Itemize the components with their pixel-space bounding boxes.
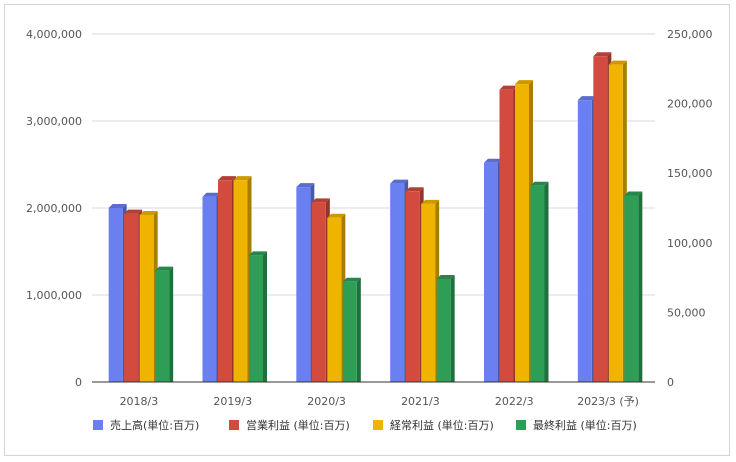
y-left-tick-label: 2,000,000 — [26, 202, 82, 215]
legend-swatch[interactable] — [93, 420, 103, 430]
bar-side — [169, 266, 174, 382]
bar-side — [638, 191, 643, 382]
bar[interactable] — [327, 217, 342, 382]
bar-top — [624, 191, 643, 196]
bar[interactable] — [139, 214, 154, 382]
y-left-tick-label: 1,000,000 — [26, 289, 82, 302]
bar-top — [155, 266, 174, 271]
legend-swatch[interactable] — [516, 420, 526, 430]
bar-top — [405, 187, 424, 192]
bar[interactable] — [405, 191, 420, 382]
bar-top — [218, 176, 236, 181]
bar[interactable] — [499, 89, 514, 383]
bar[interactable] — [311, 202, 326, 382]
bar-top — [608, 60, 627, 65]
x-tick-label: 2023/3 (予) — [577, 395, 639, 408]
bar[interactable] — [390, 183, 405, 382]
bar-top — [108, 204, 127, 208]
bar-side — [544, 181, 549, 382]
y-left-tick-label: 0 — [75, 376, 82, 389]
x-tick-label: 2020/3 — [307, 395, 346, 408]
bar[interactable] — [233, 180, 248, 382]
chart-frame: 0 1,000,000 2,000,000 3,000,000 4,000,000 0 50… — [4, 4, 730, 456]
y-left-tick-label: 4,000,000 — [26, 28, 82, 41]
bar[interactable] — [624, 195, 639, 382]
bar-top — [436, 274, 455, 279]
bar[interactable] — [484, 162, 498, 382]
bar[interactable] — [155, 270, 170, 382]
bar[interactable] — [218, 180, 232, 382]
bar[interactable] — [296, 187, 311, 382]
y-right-tick-label: 250,000 — [667, 28, 713, 41]
bar[interactable] — [608, 64, 623, 383]
bar-top — [515, 80, 533, 85]
bar[interactable] — [202, 196, 217, 382]
bar-side — [450, 274, 455, 382]
bar-top — [249, 251, 267, 256]
bar-top — [484, 158, 502, 163]
bar[interactable] — [421, 203, 436, 382]
bar[interactable] — [530, 185, 545, 382]
y-left-tick-label: 3,000,000 — [26, 115, 82, 128]
legend-swatch[interactable] — [373, 420, 383, 430]
legend-swatch[interactable] — [229, 420, 239, 430]
legend-label[interactable]: 最終利益 (単位:百万) — [533, 418, 637, 432]
bar[interactable] — [515, 84, 529, 382]
bar-top — [342, 277, 361, 282]
bar-side — [356, 277, 361, 382]
y-right-tick-label: 0 — [667, 376, 674, 389]
x-tick-label: 2019/3 — [213, 395, 252, 408]
bar-top — [139, 210, 158, 215]
bar[interactable] — [436, 278, 451, 382]
bar[interactable] — [249, 255, 263, 382]
bar-top — [421, 199, 440, 204]
x-tick-label: 2021/3 — [401, 395, 440, 408]
bar-side — [263, 251, 267, 382]
legend-label[interactable]: 営業利益 (単位:百万) — [246, 418, 350, 432]
bar-top — [311, 198, 330, 203]
bar[interactable] — [124, 213, 139, 382]
y-right-tick-label: 100,000 — [667, 237, 713, 250]
bar-chart: 0 1,000,000 2,000,000 3,000,000 4,000,000 0 50… — [26, 28, 713, 432]
bar-top — [233, 176, 252, 181]
bar[interactable] — [577, 100, 592, 383]
bar-top — [202, 192, 221, 197]
y-right-tick-label: 50,000 — [667, 306, 706, 319]
bar[interactable] — [108, 208, 123, 382]
y-right-tick-label: 200,000 — [667, 98, 713, 111]
bar-top — [327, 213, 346, 218]
bar-top — [296, 183, 315, 188]
bar-top — [577, 96, 596, 101]
y-right-tick-label: 150,000 — [667, 167, 713, 180]
bar-top — [593, 52, 612, 57]
bar-top — [390, 179, 409, 184]
bar-top — [499, 85, 518, 90]
x-tick-label: 2022/3 — [495, 395, 534, 408]
bar[interactable] — [342, 281, 357, 382]
bar-top — [124, 209, 143, 214]
legend-label[interactable]: 売上高(単位:百万) — [110, 418, 199, 432]
x-tick-label: 2018/3 — [120, 395, 159, 408]
bar-top — [530, 181, 549, 186]
bar[interactable] — [593, 56, 608, 382]
legend-label[interactable]: 経常利益 (単位:百万) — [390, 418, 494, 432]
